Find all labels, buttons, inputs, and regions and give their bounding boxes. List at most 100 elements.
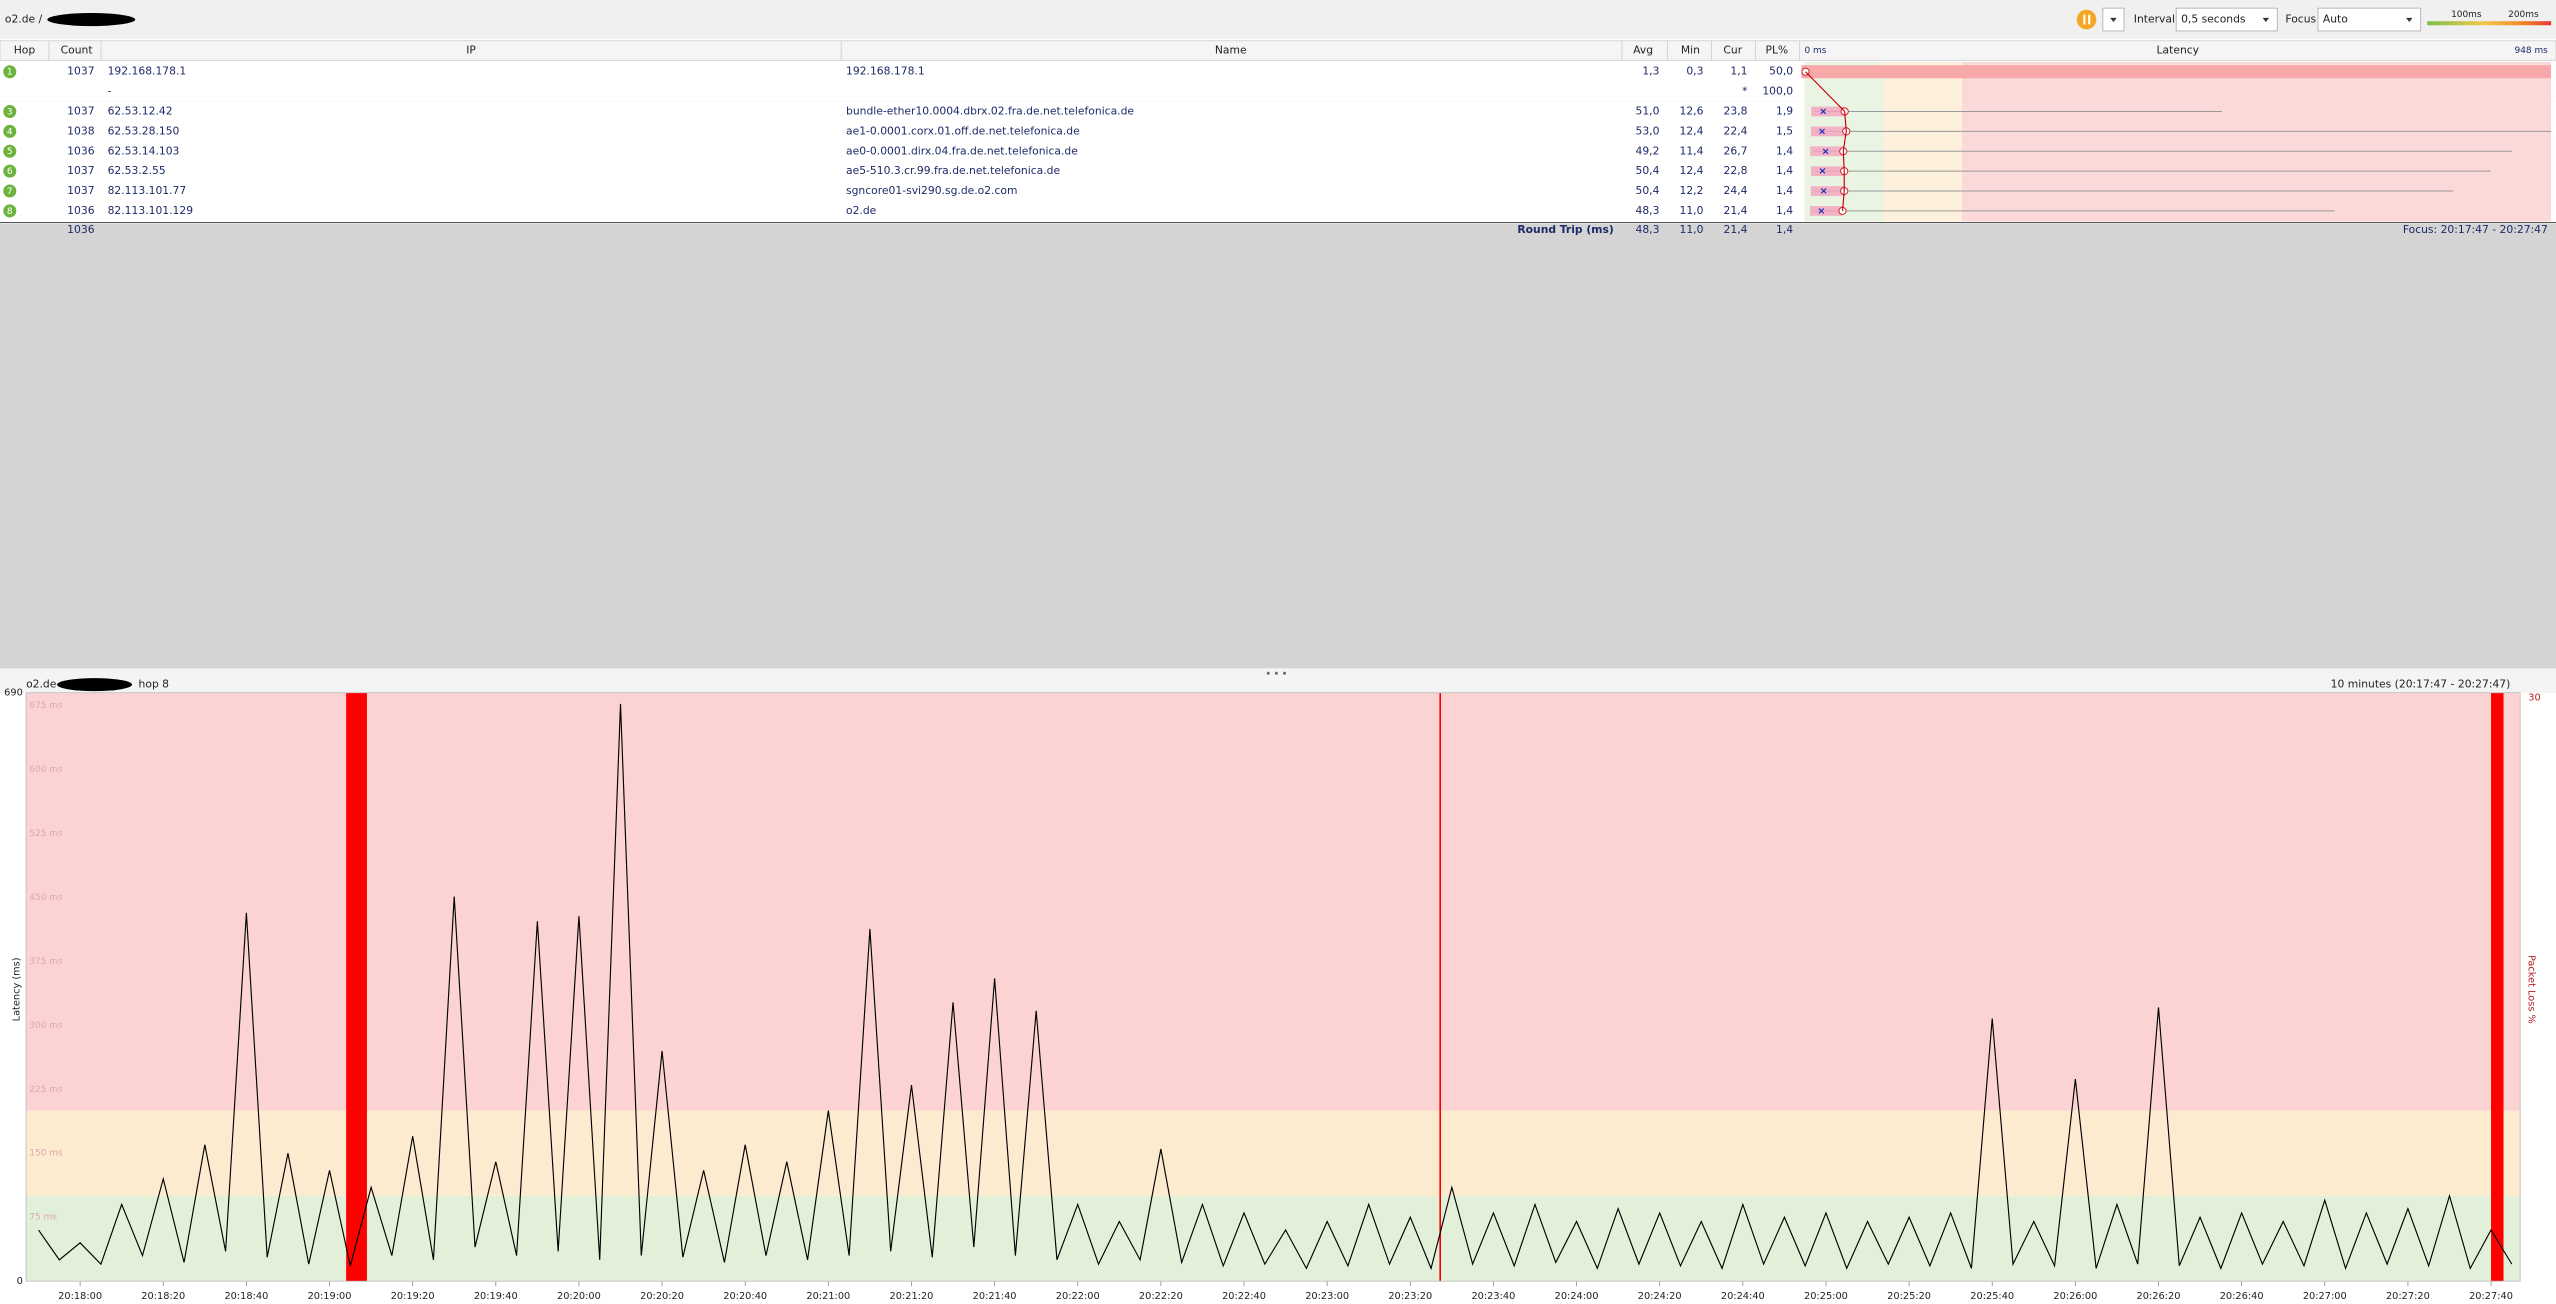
cell: 21,4 (1724, 204, 1748, 217)
x-tick-label: 20:20:20 (640, 1291, 684, 1302)
latency-band (1883, 61, 1963, 222)
x-tick-label: 20:18:00 (58, 1291, 102, 1302)
cur-marker: × (1818, 166, 1826, 177)
cell: 1037 (67, 104, 94, 117)
cell: 1,4 (1776, 164, 1793, 177)
column-header: Count (61, 44, 93, 57)
legend-label: 200ms (2508, 10, 2539, 20)
pause-button[interactable] (2076, 9, 2097, 30)
plot-area (38, 692, 2513, 1282)
cell: 1037 (67, 164, 94, 177)
column-header: Name (1215, 44, 1247, 57)
cell: 26,7 (1724, 144, 1748, 157)
cur-marker: × (1820, 186, 1828, 197)
column-header: Hop (14, 44, 36, 57)
cell: 62.53.14.103 (108, 144, 180, 157)
cell: 22,4 (1724, 124, 1748, 137)
cell: 12,2 (1680, 184, 1704, 197)
empty-area (0, 223, 2556, 670)
x-tick-label: 20:22:40 (1222, 1291, 1266, 1302)
y-tick-label: 75 ms (29, 1213, 57, 1223)
cell: sgncore01-svi290.sg.de.o2.com (846, 184, 1017, 197)
cell: 62.53.2.55 (108, 164, 166, 177)
cell: 192.168.178.1 (108, 65, 187, 78)
x-tick-label: 20:23:00 (1305, 1291, 1349, 1302)
interval-select[interactable] (2175, 7, 2278, 32)
latency-line (38, 703, 2513, 1271)
packet-loss-bar (346, 692, 367, 1282)
latency-band (26, 1195, 2521, 1282)
cur-marker: × (1821, 146, 1829, 157)
x-tick-label: 20:26:00 (2053, 1291, 2097, 1302)
y-tick-label: 675 ms (29, 701, 63, 711)
cell: 49,2 (1636, 144, 1660, 157)
latency-box (1809, 206, 1843, 216)
cell: * (1742, 85, 1748, 98)
cell: 1037 (67, 184, 94, 197)
cell: 1,4 (1776, 184, 1793, 197)
cell: ae0-0.0001.dirx.04.fra.de.net.telefonica… (846, 144, 1078, 157)
x-tick-label: 20:26:40 (2220, 1291, 2264, 1302)
column-header: PL% (1765, 44, 1788, 57)
cell: 11,4 (1680, 144, 1704, 157)
dropdown-arrow (2406, 17, 2413, 23)
cell: 48,3 (1636, 204, 1660, 217)
x-tick-label: 20:27:00 (2303, 1291, 2347, 1302)
cell: 12,4 (1680, 124, 1704, 137)
pause-icon (2088, 14, 2091, 25)
cell: 1,1 (1730, 65, 1747, 78)
target-title: o2.de / (5, 13, 43, 26)
x-tick-label: 20:24:40 (1721, 1291, 1765, 1302)
focus-select[interactable] (2317, 7, 2422, 32)
cur-marker: × (1819, 106, 1827, 117)
hop-badge (3, 65, 17, 79)
threshold-legend (2427, 21, 2552, 26)
toolbar (0, 0, 2556, 40)
x-tick-label: 20:25:20 (1887, 1291, 1931, 1302)
cell: 1038 (67, 124, 95, 137)
splitter[interactable] (0, 668, 2556, 693)
chart-hop: hop 8 (139, 678, 170, 691)
cell: 100,0 (1762, 85, 1793, 98)
hop-number: 6 (7, 167, 13, 177)
latency-band (26, 692, 2521, 1111)
avg-trace (1805, 71, 1847, 211)
x-tick-label: 20:19:20 (391, 1291, 435, 1302)
cell: 1036 (67, 144, 95, 157)
redaction (47, 13, 136, 27)
latency-band (1962, 61, 2552, 222)
cur-marker: × (1818, 126, 1826, 137)
hop-number: 4 (7, 127, 13, 137)
splitter-dot (1283, 671, 1286, 675)
latency-box (1811, 106, 1845, 117)
cell: ae5-510.3.cr.99.fra.de.net.telefonica.de (846, 164, 1060, 177)
redaction (57, 678, 133, 692)
cell: bundle-ether10.0004.dbrx.02.fra.de.net.t… (846, 104, 1134, 117)
cell: 12,4 (1680, 164, 1704, 177)
x-tick-label: 20:21:00 (806, 1291, 850, 1302)
column-header: Cur (1723, 44, 1742, 57)
graph-scale-label: 0 ms (1805, 46, 1827, 56)
x-tick-label: 20:23:40 (1471, 1291, 1515, 1302)
packet-loss-bar (1439, 692, 1442, 1282)
cell: 0,3 (1686, 65, 1703, 78)
cell: 62.53.28.150 (108, 124, 180, 137)
hop-number: 7 (7, 187, 13, 197)
cell: 53,0 (1636, 124, 1660, 137)
x-tick-label: 20:24:20 (1638, 1291, 1682, 1302)
cell: 1,4 (1776, 144, 1793, 157)
cell: ae1-0.0001.corx.01.off.de.net.telefonica… (846, 124, 1080, 137)
cell: 51,0 (1636, 104, 1660, 117)
y-tick-label: 375 ms (29, 957, 63, 967)
x-tick-label: 20:19:00 (308, 1291, 352, 1302)
x-tick-label: 20:27:40 (2469, 1291, 2513, 1302)
latency-box (1810, 186, 1845, 196)
cell: 24,4 (1724, 184, 1748, 197)
summary-avg: 48,3 (1636, 223, 1660, 236)
x-tick-label: 20:25:40 (1970, 1291, 2014, 1302)
dropdown-arrow (2110, 17, 2117, 23)
x-tick-label: 20:22:20 (1139, 1291, 1183, 1302)
cell: 82.113.101.129 (108, 204, 194, 217)
x-tick-label: 20:20:00 (557, 1291, 601, 1302)
splitter-dot (1274, 671, 1278, 675)
